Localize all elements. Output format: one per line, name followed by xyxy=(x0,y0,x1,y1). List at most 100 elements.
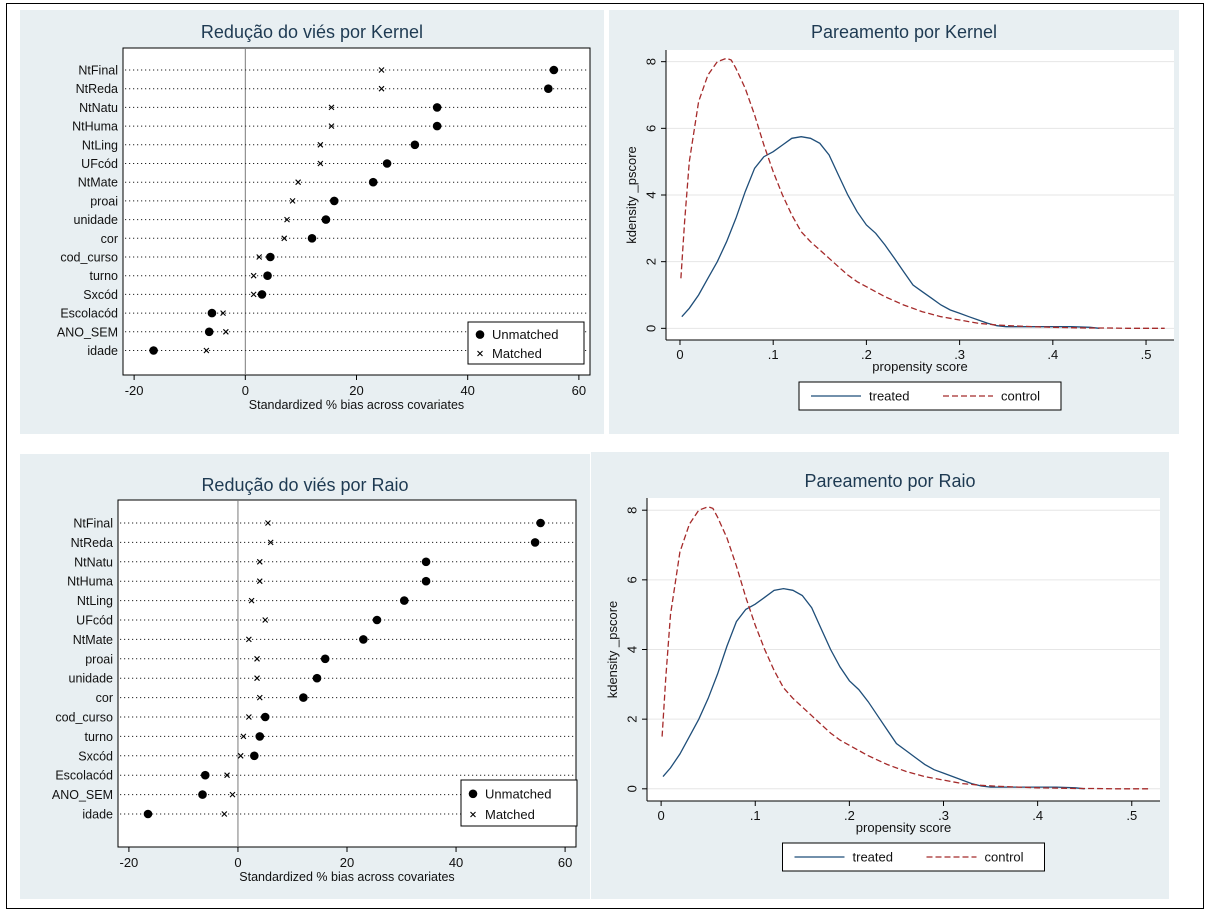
category-label: turno xyxy=(90,269,119,283)
unmatched-point xyxy=(200,770,210,780)
unmatched-point xyxy=(359,635,368,644)
category-label: NtMate xyxy=(78,176,118,190)
chart-title: Redução do viés por Raio xyxy=(201,475,408,495)
chart-title: Pareamento por Kernel xyxy=(811,22,997,42)
series-line-control xyxy=(661,506,1151,790)
matched-point-stroke xyxy=(295,179,302,186)
category-label: NtReda xyxy=(76,82,118,96)
unmatched-point xyxy=(312,673,322,683)
matched-point xyxy=(221,811,228,817)
y-tick-label: 0 xyxy=(625,785,640,792)
y-tick-label: 4 xyxy=(644,191,659,198)
matched-point-stroke xyxy=(245,636,252,643)
matched-point-stroke xyxy=(281,235,288,242)
series-line-treated xyxy=(662,587,1085,790)
legend-box xyxy=(460,779,578,827)
category-label: ANO_SEM xyxy=(57,325,118,339)
matched-point xyxy=(256,254,263,260)
legend-label-control: control xyxy=(1001,389,1040,404)
matched-point xyxy=(240,733,247,740)
category-label: NtReda xyxy=(71,536,113,550)
y-tick-label: 6 xyxy=(644,125,659,132)
matched-point xyxy=(378,85,385,92)
chart-radius-density: Pareamento por Raio 0 2 4 6 8 0 .1 .2 .3 .4 .5 prope… xyxy=(605,471,1160,872)
category-label: idade xyxy=(82,808,113,822)
category-label: turno xyxy=(85,730,114,744)
matched-point-stroke xyxy=(229,791,236,798)
matched-point-stroke xyxy=(237,752,244,759)
unmatched-point xyxy=(372,615,382,625)
unmatched-point xyxy=(368,177,378,187)
unmatched-point xyxy=(204,327,214,337)
category-label: NtNatu xyxy=(74,555,113,569)
matched-point xyxy=(254,675,260,682)
matched-point-stroke xyxy=(222,328,229,335)
x-axis-label: propensity score xyxy=(856,820,951,835)
matched-point-stroke xyxy=(256,558,263,565)
x-tick-label: 0 xyxy=(676,347,683,362)
matched-point xyxy=(267,539,274,546)
chart-panel-kernel-bias: Redução do viés por Kernel NtFinal NtReda N… xyxy=(20,10,604,434)
matched-point xyxy=(229,791,236,798)
plot-area xyxy=(122,47,591,376)
unmatched-point xyxy=(257,290,267,299)
legend-box xyxy=(467,321,585,365)
matched-point xyxy=(224,772,230,779)
matched-point xyxy=(265,520,271,526)
x-axis-label: propensity score xyxy=(872,359,967,374)
matched-point xyxy=(256,578,263,585)
unmatched-point xyxy=(432,121,442,131)
x-tick-label: .1 xyxy=(750,808,761,823)
category-label: NtHuma xyxy=(67,575,113,589)
matched-point-stroke xyxy=(256,578,263,585)
legend-label-treated: treated xyxy=(853,850,893,865)
matched-point xyxy=(262,617,269,623)
matched-point-stroke xyxy=(248,597,255,604)
matched-point-stroke xyxy=(240,733,247,740)
x-tick-label: .5 xyxy=(1126,808,1137,823)
legend-label-control: control xyxy=(985,850,1024,865)
x-tick-label: .1 xyxy=(768,347,779,362)
matched-point xyxy=(248,597,255,604)
matched-point-stroke xyxy=(262,617,269,623)
x-tick-label: 60 xyxy=(572,383,586,398)
legend-matched-label: Matched xyxy=(492,346,542,361)
x-tick-label: 0 xyxy=(242,383,249,398)
matched-point xyxy=(317,160,324,167)
x-axis-label: Standardized % bias across covariates xyxy=(239,870,454,884)
series-line-control xyxy=(680,57,1165,329)
x-tick-label: 60 xyxy=(558,855,572,870)
series-line-treated xyxy=(681,136,1100,329)
unmatched-point xyxy=(143,809,153,819)
unmatched-point xyxy=(549,65,559,75)
matched-point-stroke xyxy=(328,104,335,111)
x-tick-label: 40 xyxy=(460,383,474,398)
matched-point-stroke xyxy=(250,272,257,279)
category-label: NtHuma xyxy=(72,120,118,134)
chart-panel-radius-bias: Redução do viés por Raio NtFinal NtReda NtN… xyxy=(20,454,590,899)
category-label: Escolacód xyxy=(55,769,113,783)
matched-point-stroke xyxy=(221,811,228,817)
category-label: UFcód xyxy=(76,614,113,628)
matched-point-stroke xyxy=(265,520,271,526)
chart-title: Pareamento por Raio xyxy=(804,471,975,491)
unmatched-point xyxy=(149,346,158,355)
matched-point xyxy=(281,235,288,242)
category-label: NtLing xyxy=(82,138,118,152)
matched-point-stroke xyxy=(203,347,210,354)
legend-unmatched-label: Unmatched xyxy=(485,786,551,801)
category-label: Sxcód xyxy=(78,749,113,763)
category-label: cor xyxy=(101,232,118,246)
chart-title: Redução do viés por Kernel xyxy=(201,22,423,42)
x-tick-label: .2 xyxy=(844,808,855,823)
unmatched-point xyxy=(536,518,545,528)
category-label: proai xyxy=(85,652,113,666)
unmatched-point xyxy=(329,196,339,206)
legend-unmatched-marker xyxy=(475,330,485,339)
x-tick-label: 20 xyxy=(340,855,354,870)
matched-point-stroke xyxy=(289,198,296,204)
matched-point xyxy=(250,272,257,279)
matched-point xyxy=(245,714,252,720)
category-label: unidade xyxy=(69,672,114,686)
chart-panel-radius-density: Pareamento por Raio 0 2 4 6 8 0 .1 .2 .3 .4 .5 prope… xyxy=(591,452,1169,899)
